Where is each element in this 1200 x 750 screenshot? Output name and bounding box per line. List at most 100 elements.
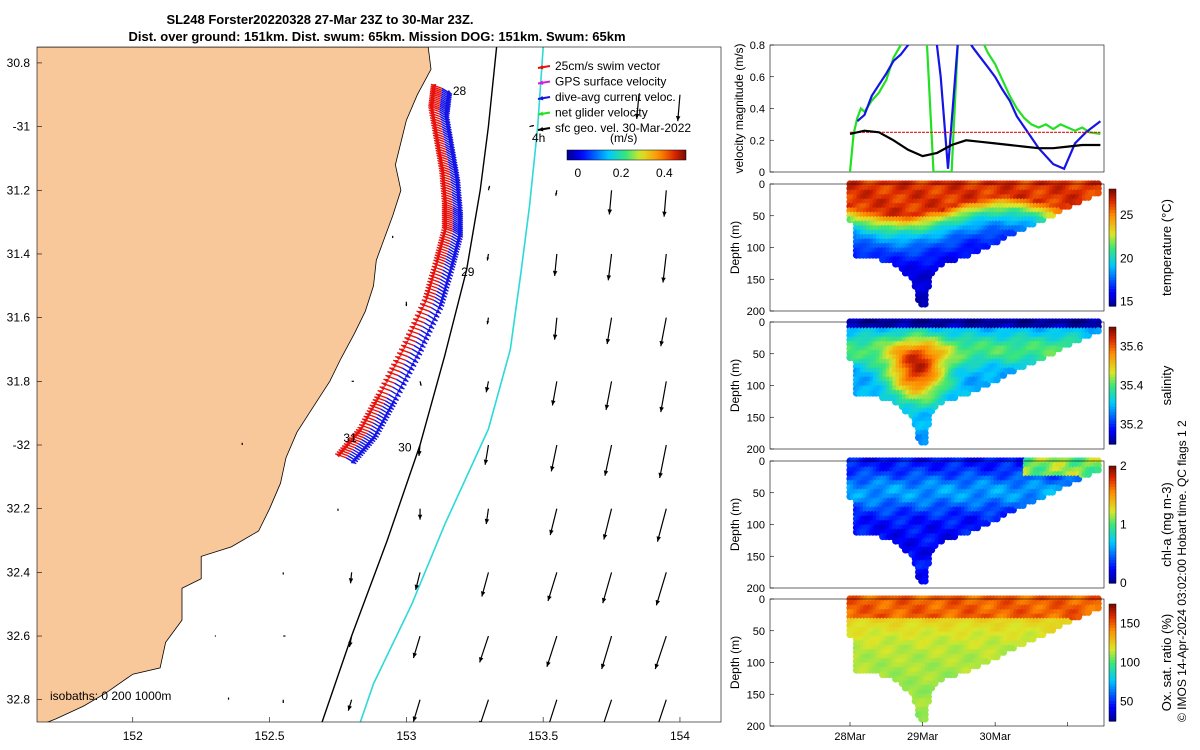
map-x-tick-label: 152.5 (255, 729, 285, 743)
current-vector-head (418, 346, 424, 352)
current-vector-head (446, 130, 453, 136)
geo-vector-head (282, 573, 284, 575)
current-vector (383, 402, 395, 411)
legend-arrow (537, 126, 551, 132)
current-vector (418, 333, 430, 341)
velocity-line (848, 45, 1101, 172)
map-y-ticks: 30.8-3131.231.431.631.8-3232.232.432.632… (7, 56, 42, 707)
section-y-label: Depth (m) (728, 221, 742, 274)
geo-vector-head (405, 304, 408, 307)
swim-vector-head (335, 453, 341, 458)
geo-vector (634, 94, 640, 120)
current-vector-head (450, 150, 456, 156)
geo-vector (392, 235, 394, 239)
current-vector (413, 344, 425, 352)
swim-vector (374, 396, 386, 402)
swim-vector-head (389, 367, 395, 372)
current-vector (399, 371, 411, 379)
swim-vector-head (406, 333, 412, 338)
geo-vector-head (661, 277, 666, 283)
swim-vector-head (375, 393, 382, 398)
current-vector-head (455, 186, 462, 191)
current-vector-head (420, 343, 426, 348)
swim-vector (360, 421, 372, 427)
map-x-tick-label: 154 (670, 729, 690, 743)
swim-vector-head (379, 386, 386, 391)
geo-vector-head (550, 466, 555, 472)
geo-vector-head (604, 404, 610, 410)
swim-vector (381, 382, 393, 388)
section-colorbar-tick-label: 0 (1120, 576, 1127, 590)
legend-arrow-head (538, 126, 544, 132)
geo-vector-head (602, 534, 608, 540)
map-y-tick-label: 32.8 (7, 693, 31, 707)
current-vector (430, 306, 442, 315)
geo-vector-head (659, 406, 664, 413)
current-vector-head (400, 380, 407, 386)
current-vector-head (454, 173, 460, 179)
current-vector (369, 427, 381, 436)
geo-vector-head (552, 270, 558, 276)
swim-vector (398, 348, 411, 354)
current-vector-head (379, 421, 385, 427)
swim-vector-head (369, 404, 376, 409)
velocity-y-tick-label: 0.8 (750, 40, 765, 52)
current-vector (450, 176, 461, 184)
geo-vector-head (284, 635, 286, 637)
section-cell (1094, 466, 1102, 474)
swim-vector-head (418, 306, 424, 312)
current-vector (452, 201, 463, 209)
current-vector-head (430, 320, 436, 325)
swim-vector (418, 306, 430, 312)
geo-vector (603, 699, 613, 722)
section-y-tick-label: 50 (753, 349, 765, 361)
geo-vector-head (555, 193, 558, 196)
map-y-tick-label: 31.2 (7, 183, 31, 197)
swim-vector-head (420, 303, 426, 308)
section-cell (1094, 327, 1102, 335)
current-vector (443, 136, 455, 144)
current-vector-head (388, 405, 394, 410)
swim-vector (392, 359, 405, 365)
geo-vector-head (228, 697, 229, 699)
current-vector (374, 419, 386, 427)
geo-vector (351, 380, 354, 382)
swim-vector-head (413, 318, 419, 323)
geo-vector-head (348, 641, 353, 648)
legend-label: 25cm/s swim vector (555, 59, 660, 73)
current-vector (450, 179, 461, 187)
geo-vector (606, 253, 613, 281)
current-vector (451, 199, 463, 207)
current-vector (441, 123, 452, 131)
geo-vector (483, 444, 490, 465)
geo-vector-head (412, 652, 418, 659)
geo-vector (486, 253, 490, 261)
geo-vector-shaft (601, 635, 613, 670)
current-vector-head (447, 133, 453, 138)
current-vector-head (445, 123, 452, 128)
current-vector-head (456, 198, 463, 204)
current-vector (445, 146, 456, 154)
section-colorbar-tick-label: 35.4 (1120, 379, 1144, 393)
current-vector-head (423, 335, 429, 341)
swim-vector-head (402, 340, 409, 346)
geo-vector (600, 635, 613, 670)
section-y-tick-label: 100 (747, 381, 765, 393)
current-vector-head (406, 369, 413, 375)
geo-vector-head (479, 720, 484, 722)
current-vector-head (416, 350, 422, 356)
section-cell (924, 282, 933, 290)
current-vector-head (389, 402, 396, 407)
current-vector (384, 400, 396, 408)
section-y-tick-label: 150 (747, 274, 765, 286)
geo-vector (546, 635, 558, 668)
geo-vector-head (655, 727, 659, 732)
current-vector (433, 299, 445, 307)
current-vector-head (410, 361, 417, 367)
map-y-tick-label: 31.4 (7, 247, 31, 261)
geo-vector-shaft (654, 635, 667, 670)
geo-vector (484, 508, 490, 525)
current-vector (432, 303, 444, 311)
